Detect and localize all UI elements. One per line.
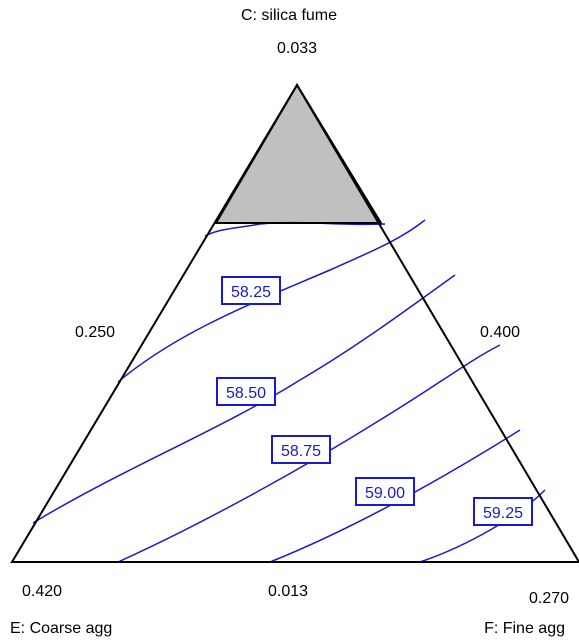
contour-label-text: 59.00 — [365, 485, 405, 502]
contour-line-59-50 — [419, 489, 546, 563]
right-component-label: F: Fine agg — [484, 620, 565, 637]
contour-label-text: 58.50 — [226, 385, 266, 402]
contour-label-text: 58.75 — [281, 443, 321, 460]
left-component-label: E: Coarse agg — [10, 620, 112, 637]
contour-line-58-50 — [117, 219, 426, 383]
contour-line-58-25 — [204, 221, 386, 237]
contour-lines — [32, 219, 546, 563]
contour-label-text: 59.25 — [483, 505, 523, 522]
contour-label-58-50: 58.50 — [216, 377, 276, 406]
contour-label-59-25: 59.25 — [473, 497, 533, 526]
left-min-value: 0.250 — [75, 324, 115, 341]
contour-label-text: 58.25 — [231, 284, 271, 301]
infeasible-region — [214, 83, 383, 224]
top-component-label: C: silica fume — [241, 7, 337, 24]
contour-label-59-00: 59.00 — [355, 477, 415, 506]
right-min-value: 0.270 — [529, 590, 569, 607]
contour-label-58-75: 58.75 — [271, 435, 331, 464]
triangle-frame — [10, 83, 579, 563]
top-min-value: 0.013 — [268, 583, 308, 600]
contour-label-58-25: 58.25 — [221, 276, 281, 305]
contour-line-58-75 — [32, 274, 456, 524]
right-max-value: 0.400 — [480, 324, 520, 341]
left-max-value: 0.420 — [22, 583, 62, 600]
contour-line-59-00 — [117, 344, 501, 563]
top-max-value: 0.033 — [277, 40, 317, 57]
